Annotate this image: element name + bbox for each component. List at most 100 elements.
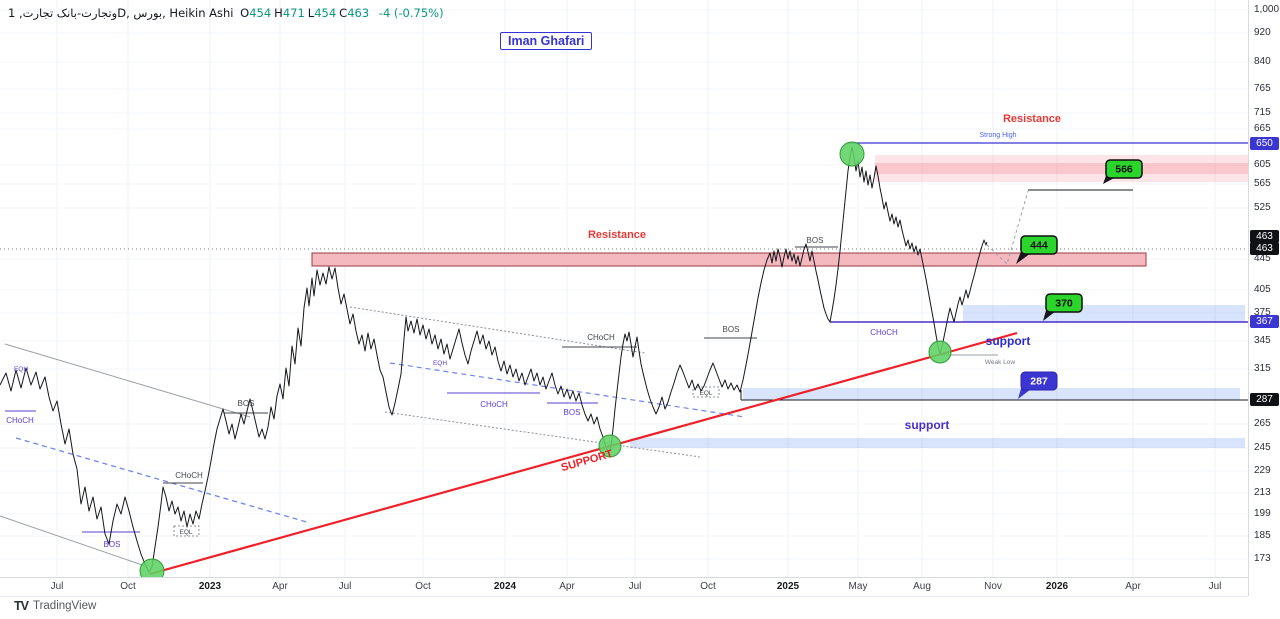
peak-marker-650[interactable]: [839, 141, 865, 167]
price-tick-label: 525: [1254, 202, 1271, 213]
time-tick-label: May: [848, 581, 868, 592]
channel-upper-left[interactable]: [4, 343, 251, 418]
time-tick-label: 2023: [198, 581, 222, 592]
choch-label-right: CHoCH: [870, 328, 898, 337]
dashed-trend-mid: [389, 362, 746, 418]
price-tick-label: 715: [1254, 107, 1271, 118]
support-trendline[interactable]: [149, 331, 1018, 576]
choch-label-2023: CHoCH: [175, 471, 203, 480]
time-tick-label: 2026: [1045, 581, 1069, 592]
time-tick-label: Oct: [120, 581, 136, 592]
price-tick-label: 765: [1254, 83, 1271, 94]
level-badge-287[interactable]: 287: [1018, 371, 1058, 399]
level-badge-370-label: 370: [1055, 298, 1073, 310]
ohlc-values: O454 H471 L454 C463: [240, 6, 372, 20]
price-tick-label: 565: [1254, 178, 1271, 189]
projection-path[interactable]: [986, 190, 1029, 265]
channel-upper-mid[interactable]: [349, 306, 646, 354]
ohlc-label: C: [339, 6, 348, 20]
price-tick-label: 265: [1254, 418, 1271, 429]
grid-layer: [0, 0, 1248, 577]
level-badge-287-label: 287: [1030, 376, 1048, 388]
support-label-lower[interactable]: support: [905, 418, 950, 432]
ohlc-value: 471: [282, 6, 305, 20]
bos-label-left: BOS: [104, 540, 121, 549]
trendline-touch-2[interactable]: [598, 434, 622, 458]
support-zone-287[interactable]: [743, 388, 1240, 400]
tradingview-label: TradingView: [32, 600, 97, 612]
price-tick-label: 173: [1254, 553, 1271, 564]
target-badge-566-box: [1105, 159, 1143, 179]
choch-label-left: CHoCH: [6, 416, 34, 425]
level-badge-444[interactable]: 444: [1016, 235, 1058, 264]
support-label-mid[interactable]: support: [986, 334, 1031, 348]
choch-label-mid-black: CHoCH: [587, 333, 615, 342]
eqh-label-mid: EQH: [433, 360, 447, 367]
plot-area: Resistance Resistance Strong High Weak Low s…: [0, 0, 1248, 583]
tradingview-watermark[interactable]: TV TradingView: [14, 599, 96, 613]
price-tick-label: 665: [1254, 123, 1271, 134]
resistance-label-main[interactable]: Resistance: [588, 229, 646, 241]
price-tick-label: 605: [1254, 159, 1271, 170]
time-axis[interactable]: Jul Oct 2023 Apr Jul Oct 2024 Apr Jul Oct 2025 May A…: [0, 577, 1248, 597]
price-tick-label: 213: [1254, 487, 1271, 498]
time-tick-label: Oct: [415, 581, 431, 592]
dashed-trend-left: [15, 437, 311, 524]
time-tick-label: 2025: [776, 581, 800, 592]
price-tick-label: 245: [1254, 442, 1271, 453]
bos-label-mid-purple: BOS: [564, 408, 581, 417]
level-badge-444-label: 444: [1030, 240, 1048, 252]
time-tick-label: Jul: [338, 581, 352, 592]
price-tick-label: 345: [1254, 335, 1271, 346]
eql-label-mid: EQL: [699, 390, 712, 397]
eqh-label-left: EQH: [14, 366, 28, 373]
channel-lower-left[interactable]: [0, 515, 146, 567]
price-axis-badge: 463: [1250, 230, 1279, 243]
eql-label-2023: EQL: [179, 529, 192, 536]
price-axis-badge: 463: [1250, 242, 1279, 255]
author-watermark: Iman Ghafari: [500, 32, 593, 50]
symbol-title[interactable]: وتجارت-بانک تجارت, 1D, بورس, Heikin Ashi: [8, 6, 234, 20]
eql-box-2023: [173, 525, 200, 537]
time-tick-label: Jul: [628, 581, 642, 592]
trendline-touch-1[interactable]: [139, 558, 165, 583]
price-tick-label: 920: [1254, 27, 1271, 38]
price-tick-label: 445: [1254, 253, 1271, 264]
price-tick-label: 840: [1254, 56, 1271, 67]
bos-label-2023: BOS: [238, 399, 255, 408]
level-badge-370[interactable]: 370: [1043, 293, 1083, 321]
price-tick-label: 1,000: [1254, 4, 1280, 15]
target-badge-566-label: 566: [1115, 164, 1133, 176]
price-tick-label: 375: [1254, 307, 1271, 318]
bos-label-top: BOS: [807, 236, 824, 245]
time-tick-label: Nov: [984, 581, 1002, 592]
support-zone-245[interactable]: [630, 438, 1245, 448]
symbol-header: وتجارت-بانک تجارت, 1D, بورس, Heikin Ashi…: [8, 6, 447, 20]
resistance-zone-upper-core: [875, 163, 1248, 174]
change-value: -4 (-0.75%): [378, 6, 444, 20]
price-tick-label: 315: [1254, 363, 1271, 374]
ohlc-value: 463: [347, 6, 370, 20]
trendline-touch-3[interactable]: [928, 340, 952, 364]
time-tick-label: Apr: [559, 581, 575, 592]
choch-label-mid-purple: CHoCH: [480, 400, 508, 409]
price-axis[interactable]: 1,000 920 840 765 715 665 605 565 525 445 405 375 34…: [1248, 0, 1280, 596]
resistance-zone-upper[interactable]: [875, 155, 1248, 182]
target-badge-566[interactable]: 566: [1103, 159, 1143, 184]
price-tick-label: 199: [1254, 508, 1271, 519]
price-tick-label: 405: [1254, 284, 1271, 295]
level-badge-370-box: [1045, 293, 1083, 313]
channel-lower-mid[interactable]: [384, 411, 701, 458]
resistance-zone-main[interactable]: [311, 252, 1147, 267]
resistance-label-top[interactable]: Resistance: [1003, 113, 1061, 125]
time-tick-label: Jul: [1208, 581, 1222, 592]
time-tick-label: Apr: [272, 581, 288, 592]
support-zone-370[interactable]: [963, 305, 1245, 322]
level-badge-287-box: [1020, 371, 1058, 391]
time-tick-label: Apr: [1125, 581, 1141, 592]
strong-high-label: Strong High: [980, 132, 1017, 139]
price-path: [0, 146, 988, 573]
level-badge-444-box: [1020, 235, 1058, 255]
ohlc-label: H: [274, 6, 283, 20]
